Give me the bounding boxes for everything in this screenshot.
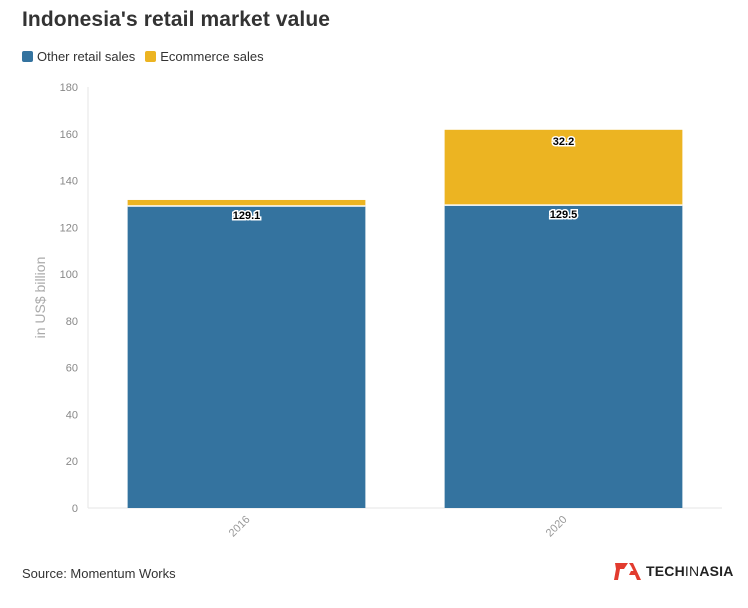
techinasia-wordmark: TECHINASIA xyxy=(646,563,734,579)
y-tick-label: 180 xyxy=(60,82,78,94)
techinasia-logo: TECHINASIA xyxy=(614,560,734,582)
chart-title: Indonesia's retail market value xyxy=(22,8,331,31)
legend-swatch-other-retail xyxy=(22,51,33,62)
y-tick-label: 20 xyxy=(66,456,78,468)
legend-label-ecommerce: Ecommerce sales xyxy=(160,49,264,64)
y-tick-label: 140 xyxy=(60,176,78,188)
techinasia-mark-icon xyxy=(614,563,641,580)
bar-ecommerce-2016 xyxy=(127,199,366,207)
bar-ecommerce-2020 xyxy=(444,129,683,206)
y-axis-label: in US$ billion xyxy=(32,257,48,339)
y-tick-label: 40 xyxy=(66,409,78,421)
y-tick-label: 60 xyxy=(66,363,78,375)
stacked-bar-chart: 0 20 40 60 80 100 120 140 160 180 in US$ billion 12… xyxy=(32,82,722,540)
legend: Other retail sales Ecommerce sales xyxy=(22,49,264,64)
x-tick-label-2020: 2020 xyxy=(544,514,570,540)
bar-other-retail-2016 xyxy=(127,206,366,508)
data-label-ecommerce-2020: 32.2 xyxy=(553,136,574,148)
data-label-other-retail-2020: 129.5 xyxy=(550,209,578,221)
legend-item-other-retail[interactable]: Other retail sales xyxy=(22,49,135,64)
source-note: Source: Momentum Works xyxy=(22,566,176,581)
bar-other-retail-2020 xyxy=(444,205,683,508)
x-tick-label-2016: 2016 xyxy=(227,514,253,540)
y-tick-label: 120 xyxy=(60,222,78,234)
y-tick-label: 100 xyxy=(60,269,78,281)
y-tick-label: 160 xyxy=(60,129,78,141)
legend-item-ecommerce[interactable]: Ecommerce sales xyxy=(145,49,264,64)
legend-swatch-ecommerce xyxy=(145,51,157,62)
y-tick-label: 0 xyxy=(72,503,78,515)
data-label-other-retail-2016: 129.1 xyxy=(233,210,261,222)
y-tick-label: 80 xyxy=(66,316,78,328)
legend-label-other-retail: Other retail sales xyxy=(37,49,136,64)
